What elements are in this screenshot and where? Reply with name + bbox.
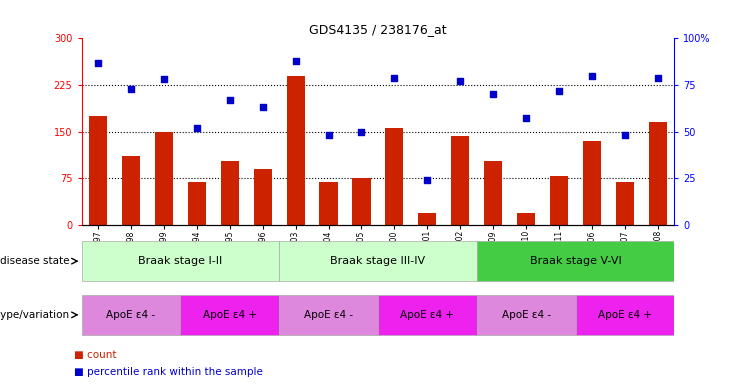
Bar — [82, 241, 279, 281]
Bar — [616, 182, 634, 225]
Bar — [279, 295, 378, 335]
Text: ApoE ε4 -: ApoE ε4 - — [304, 310, 353, 320]
Point — [454, 78, 466, 84]
Bar — [517, 214, 535, 225]
Bar — [319, 182, 338, 225]
Point — [388, 74, 400, 81]
Point — [422, 177, 433, 183]
Point — [553, 88, 565, 94]
Text: ■ count: ■ count — [74, 350, 116, 360]
Text: ■ percentile rank within the sample: ■ percentile rank within the sample — [74, 367, 263, 377]
Bar — [583, 141, 601, 225]
Bar — [155, 131, 173, 225]
Point — [290, 58, 302, 64]
Bar — [287, 76, 305, 225]
Point — [322, 132, 334, 138]
Bar — [253, 169, 272, 225]
Text: Braak stage I-II: Braak stage I-II — [138, 256, 222, 266]
Point — [619, 132, 631, 138]
Point — [586, 73, 598, 79]
Point — [256, 104, 268, 110]
Text: ApoE ε4 -: ApoE ε4 - — [107, 310, 156, 320]
Text: Braak stage III-IV: Braak stage III-IV — [330, 256, 425, 266]
Bar — [576, 295, 674, 335]
Bar — [221, 161, 239, 225]
Text: ApoE ε4 +: ApoE ε4 + — [598, 310, 652, 320]
Point — [488, 91, 499, 98]
Text: disease state: disease state — [0, 256, 70, 266]
Bar — [122, 156, 140, 225]
Text: genotype/variation: genotype/variation — [0, 310, 70, 320]
Bar — [82, 295, 180, 335]
Bar — [484, 161, 502, 225]
Bar — [180, 295, 279, 335]
Text: ApoE ε4 +: ApoE ε4 + — [203, 310, 256, 320]
Point — [191, 125, 203, 131]
Bar — [279, 241, 476, 281]
Point — [92, 60, 104, 66]
Point — [125, 86, 137, 92]
Bar — [187, 182, 206, 225]
Title: GDS4135 / 238176_at: GDS4135 / 238176_at — [309, 23, 447, 36]
Bar — [353, 178, 370, 225]
Bar — [451, 136, 469, 225]
Bar — [89, 116, 107, 225]
Bar — [476, 295, 576, 335]
Bar — [476, 241, 674, 281]
Bar — [649, 122, 667, 225]
Bar — [418, 214, 436, 225]
Point — [652, 74, 664, 81]
Text: ApoE ε4 +: ApoE ε4 + — [400, 310, 454, 320]
Point — [520, 116, 532, 122]
Point — [158, 76, 170, 83]
Bar — [378, 295, 476, 335]
Bar — [550, 176, 568, 225]
Text: ApoE ε4 -: ApoE ε4 - — [502, 310, 551, 320]
Point — [224, 97, 236, 103]
Text: Braak stage V-VI: Braak stage V-VI — [530, 256, 622, 266]
Bar — [385, 128, 403, 225]
Point — [356, 128, 368, 135]
